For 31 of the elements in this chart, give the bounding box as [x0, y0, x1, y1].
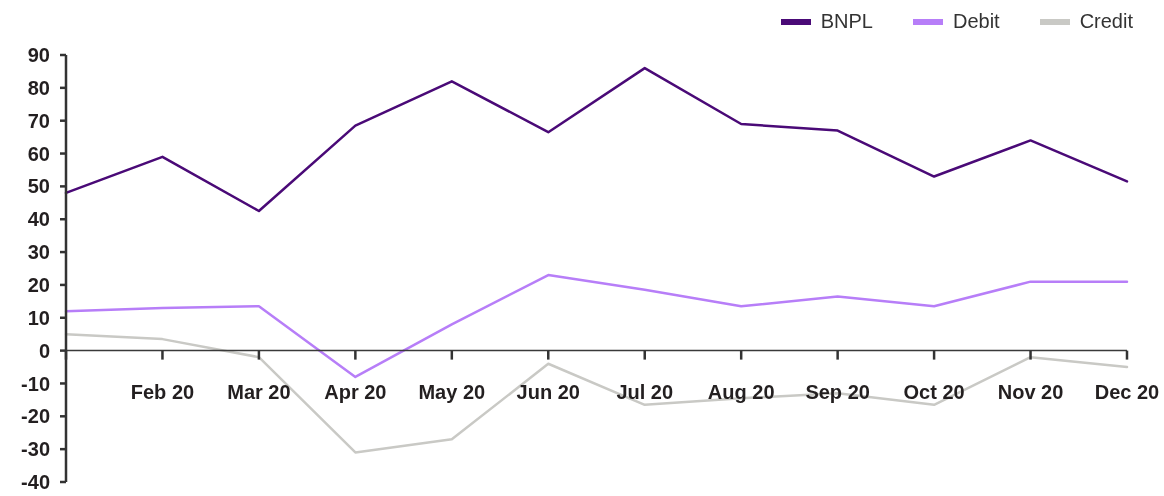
y-tick-label: -40	[21, 471, 50, 494]
y-tick-label: 10	[27, 306, 50, 329]
x-tick-label: Jun 20	[516, 380, 580, 403]
line-series	[64, 273, 1129, 379]
y-tick-label: -20	[21, 405, 50, 428]
y-tick-label: 60	[27, 142, 50, 165]
legend-label: Debit	[952, 10, 1000, 33]
y-tick-label: 0	[38, 339, 50, 362]
y-tick-label: 20	[27, 274, 50, 297]
x-tick-label: Aug 20	[707, 380, 775, 403]
x-tick-label: May 20	[418, 380, 486, 403]
legend-label: Credit	[1079, 10, 1133, 33]
x-tick-label: Oct 20	[903, 380, 965, 403]
y-tick-label: 90	[27, 44, 50, 67]
legend-label: BNPL	[820, 10, 873, 33]
x-tick-label: Feb 20	[130, 380, 195, 403]
line-series	[64, 66, 1129, 213]
line-series	[64, 332, 1129, 454]
y-tick-label: -10	[21, 372, 50, 395]
y-tick-label: 30	[27, 241, 50, 264]
y-tick-label: 70	[27, 109, 50, 132]
y-tick-label: 40	[27, 208, 50, 231]
y-tick-label: 50	[27, 175, 50, 198]
x-tick-label: Jul 20	[616, 380, 674, 403]
x-tick-label: Apr 20	[324, 380, 387, 403]
x-tick-label: Nov 20	[997, 380, 1064, 403]
x-tick-label: Dec 20	[1094, 380, 1160, 403]
y-tick-label: 80	[27, 76, 50, 99]
x-tick-label: Sep 20	[805, 380, 870, 403]
x-tick-label: Mar 20	[227, 380, 291, 403]
y-tick-label: -30	[21, 438, 50, 461]
